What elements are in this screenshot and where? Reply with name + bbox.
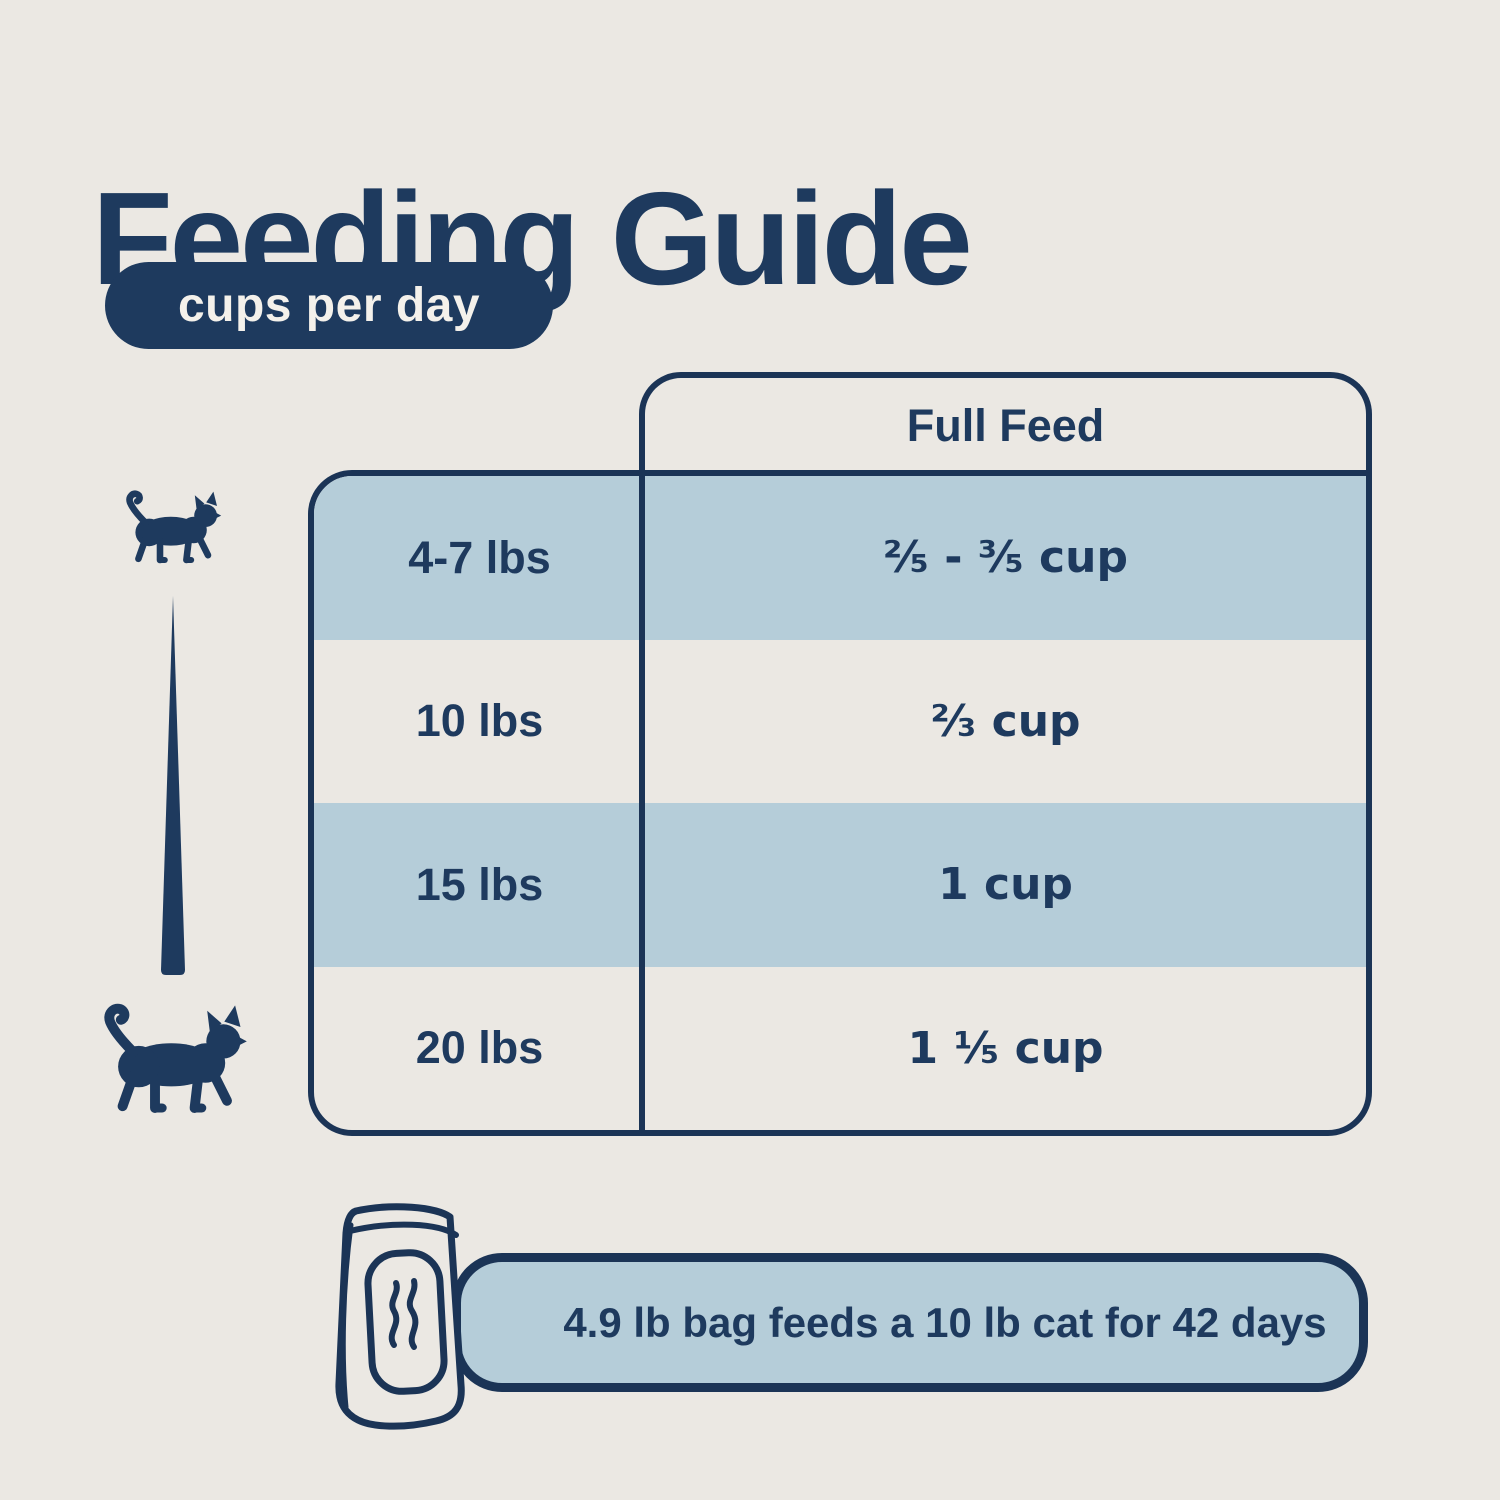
full-feed-header-label: Full Feed: [906, 400, 1105, 451]
bag-fold-line: [340, 1222, 354, 1410]
full-feed-column-header: Full Feed: [639, 372, 1372, 474]
small-cat-icon: [112, 488, 232, 572]
weight-cell: 15 lbs: [415, 858, 544, 910]
bag-note-text: 4.9 lb bag feeds a 10 lb cat for 42 days: [563, 1298, 1327, 1346]
food-bag-icon: [335, 1203, 465, 1430]
column-divider: [639, 476, 645, 1130]
steam-icon: [388, 1278, 419, 1350]
table-row: 10 lbs ²⁄₃ cup: [314, 640, 1366, 804]
table-row: 4-7 lbs ²⁄₅ - ³⁄₅ cup: [314, 476, 1366, 640]
amount-cell: 1 cup: [938, 859, 1073, 911]
amount-cell: ²⁄₅ - ³⁄₅ cup: [883, 532, 1128, 584]
table-row: 15 lbs 1 cup: [314, 803, 1366, 967]
feeding-table: 4-7 lbs ²⁄₅ - ³⁄₅ cup 10 lbs ²⁄₃ cup 15 …: [308, 470, 1372, 1136]
large-cat-icon: [83, 1000, 263, 1126]
amount-cell: ²⁄₃ cup: [930, 695, 1081, 747]
bag-window: [364, 1249, 448, 1395]
bag-note-banner: 4.9 lb bag feeds a 10 lb cat for 42 days: [452, 1253, 1368, 1392]
weight-cell: 20 lbs: [415, 1022, 544, 1074]
units-badge-label: cups per day: [177, 279, 481, 332]
bag-crease-line: [347, 1221, 459, 1238]
units-badge: cups per day: [105, 262, 553, 349]
size-scale-spike-icon: [161, 596, 185, 975]
table-row: 20 lbs 1 ¹⁄₅ cup: [314, 967, 1366, 1131]
weight-cell: 4-7 lbs: [408, 531, 551, 583]
weight-cell: 10 lbs: [415, 695, 544, 747]
amount-cell: 1 ¹⁄₅ cup: [907, 1022, 1104, 1074]
